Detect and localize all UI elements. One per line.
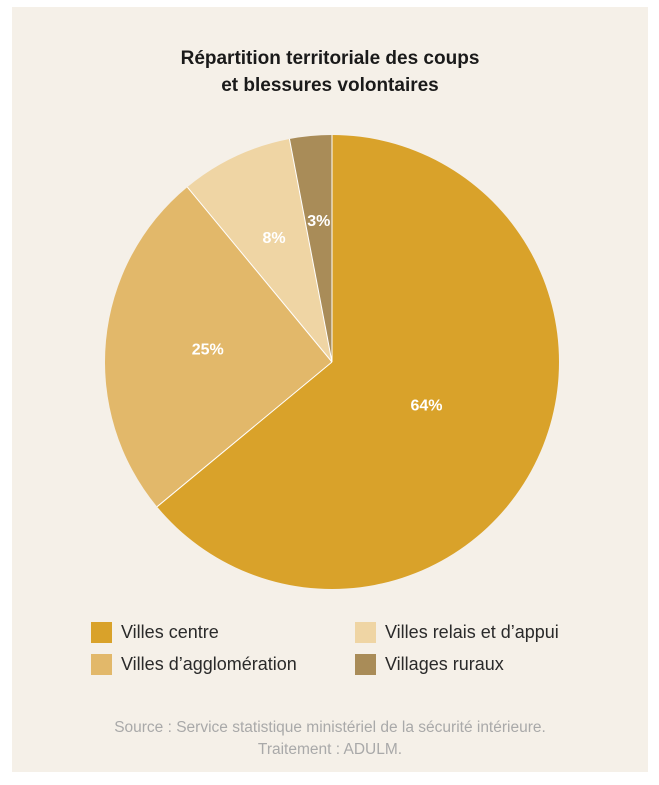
source-line-2: Traitement : ADULM. [257, 741, 403, 758]
legend-item-villes-centre: Villes centre [91, 622, 219, 643]
legend-label-villages-ruraux: Villages ruraux [385, 654, 504, 674]
legend-label-villes-relais: Villes relais et d’appui [385, 622, 559, 642]
legend-swatch-villes-agglomeration [91, 654, 112, 675]
slice-separator [186, 186, 333, 363]
source-line-1: Source : Service statistique ministériel… [114, 719, 546, 736]
pie-slice-villes-relais-et-d-appui [187, 139, 332, 362]
legend-swatch-villes-relais [355, 622, 376, 643]
chart-title-line-1: Répartition territoriale des coups [180, 48, 480, 69]
legend-label-villes-agglomeration: Villes d’agglomération [121, 654, 297, 674]
legend-item-villages-ruraux: Villages ruraux [355, 654, 504, 675]
legend-label-villes-centre: Villes centre [121, 622, 219, 642]
legend-swatch-villes-centre [91, 622, 112, 643]
chart-title-line-2: et blessures volontaires [221, 75, 439, 96]
pie-slice-villes-centre [157, 135, 559, 590]
slice-label-villages-ruraux: 3% [307, 213, 330, 230]
legend-item-villes-relais: Villes relais et d’appui [355, 622, 559, 643]
pie-slices [104, 135, 559, 590]
slice-label-villes-d-agglomeration: 25% [192, 341, 224, 358]
pie-slice-labels: 64% 25% 8% 3% [192, 213, 443, 415]
chart-source: Source : Service statistique ministériel… [12, 717, 648, 761]
slice-label-villes-relais-et-d-appui: 8% [262, 230, 285, 247]
chart-panel: Répartition territoriale des coups et bl… [12, 7, 648, 772]
legend-item-villes-agglomeration: Villes d’agglomération [91, 654, 297, 675]
pie-slice-villes-d-agglomeration [104, 187, 332, 507]
slice-separator [156, 361, 333, 508]
pie-chart: 64% 25% 8% 3% [104, 135, 559, 590]
chart-legend: Villes centre Villes relais et d’appui V… [12, 7, 648, 772]
chart-title: Répartition territoriale des coups et bl… [12, 45, 648, 99]
legend-swatch-villages-ruraux [355, 654, 376, 675]
slice-separator [288, 138, 333, 363]
slice-label-villes-centre: 64% [410, 398, 442, 415]
